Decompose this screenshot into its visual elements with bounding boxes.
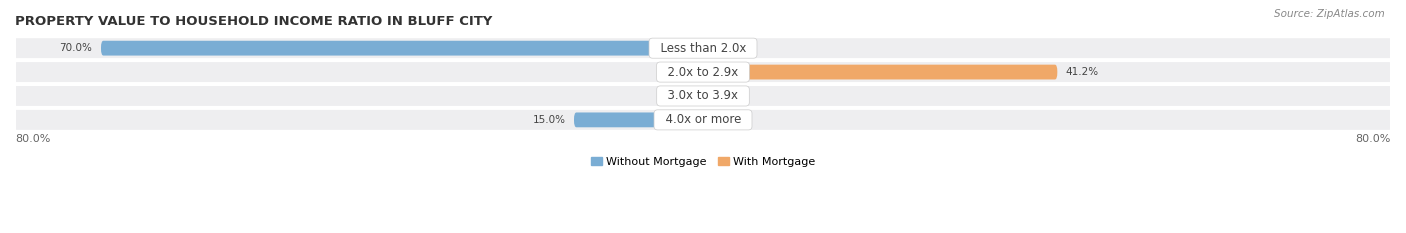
FancyBboxPatch shape [664, 65, 703, 79]
Text: 0.0%: 0.0% [711, 91, 738, 101]
FancyBboxPatch shape [703, 41, 742, 55]
FancyBboxPatch shape [15, 85, 1391, 107]
Text: 0.0%: 0.0% [711, 115, 738, 125]
Text: Less than 2.0x: Less than 2.0x [652, 42, 754, 55]
FancyBboxPatch shape [15, 109, 1391, 131]
Text: 41.2%: 41.2% [1066, 67, 1099, 77]
FancyBboxPatch shape [703, 113, 742, 127]
Text: PROPERTY VALUE TO HOUSEHOLD INCOME RATIO IN BLUFF CITY: PROPERTY VALUE TO HOUSEHOLD INCOME RATIO… [15, 15, 492, 28]
FancyBboxPatch shape [664, 89, 703, 103]
Text: 4.0x or more: 4.0x or more [658, 113, 748, 126]
Text: 80.0%: 80.0% [1355, 134, 1391, 144]
FancyBboxPatch shape [703, 65, 1057, 79]
Text: 0.0%: 0.0% [711, 43, 738, 53]
Text: 0.0%: 0.0% [668, 91, 695, 101]
Text: Source: ZipAtlas.com: Source: ZipAtlas.com [1274, 9, 1385, 19]
FancyBboxPatch shape [574, 113, 703, 127]
FancyBboxPatch shape [703, 89, 742, 103]
Text: 15.0%: 15.0% [533, 115, 565, 125]
FancyBboxPatch shape [15, 61, 1391, 83]
Text: 0.0%: 0.0% [668, 67, 695, 77]
Text: 3.0x to 3.9x: 3.0x to 3.9x [661, 89, 745, 103]
FancyBboxPatch shape [101, 41, 703, 55]
FancyBboxPatch shape [15, 37, 1391, 59]
Text: 2.0x to 2.9x: 2.0x to 2.9x [661, 65, 745, 79]
Text: 70.0%: 70.0% [59, 43, 93, 53]
Text: 80.0%: 80.0% [15, 134, 51, 144]
Legend: Without Mortgage, With Mortgage: Without Mortgage, With Mortgage [586, 152, 820, 171]
